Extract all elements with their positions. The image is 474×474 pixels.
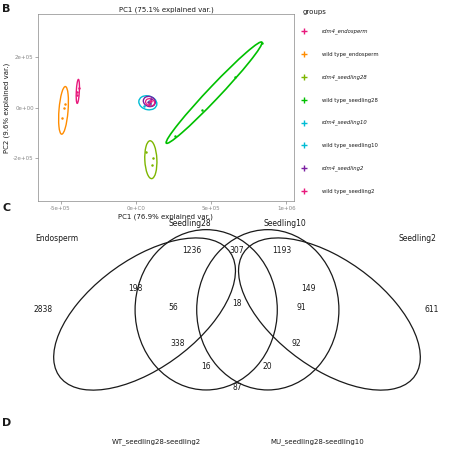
Text: Seedling10: Seedling10 [263, 219, 306, 228]
Text: D: D [2, 418, 12, 428]
Text: Seedling2: Seedling2 [398, 234, 436, 243]
Text: 611: 611 [424, 305, 438, 314]
Text: 20: 20 [263, 362, 273, 371]
Text: Seedling28: Seedling28 [168, 219, 211, 228]
Text: rdm4_endosperm: rdm4_endosperm [322, 28, 368, 34]
Text: 198: 198 [128, 284, 142, 293]
Text: C: C [2, 203, 10, 213]
X-axis label: PC1 (76.9% explained var.): PC1 (76.9% explained var.) [118, 213, 213, 220]
Text: 1236: 1236 [182, 246, 201, 255]
Text: WT_seedling28-seedling2: WT_seedling28-seedling2 [112, 438, 201, 445]
Text: wild type_endosperm: wild type_endosperm [322, 51, 379, 57]
Text: rdm4_seedling28: rdm4_seedling28 [322, 74, 368, 80]
Text: wild type_seedling2: wild type_seedling2 [322, 189, 374, 194]
Text: 2838: 2838 [33, 305, 52, 314]
Text: MU_seedling28-seedling10: MU_seedling28-seedling10 [271, 438, 365, 445]
Title: PC1 (75.1% explained var.): PC1 (75.1% explained var.) [118, 7, 213, 13]
Text: 91: 91 [296, 303, 306, 312]
Text: rdm4_seedling10: rdm4_seedling10 [322, 120, 368, 126]
Y-axis label: PC2 (9.6% explained var.): PC2 (9.6% explained var.) [4, 63, 10, 153]
Text: Endosperm: Endosperm [36, 234, 78, 243]
Text: wild type_seedling10: wild type_seedling10 [322, 143, 378, 148]
Text: groups: groups [302, 9, 327, 15]
Text: 16: 16 [201, 362, 211, 371]
Text: 87: 87 [232, 383, 242, 392]
Text: wild type_seedling28: wild type_seedling28 [322, 97, 378, 102]
Text: 56: 56 [168, 303, 178, 312]
Text: B: B [2, 4, 11, 14]
Text: 338: 338 [171, 339, 185, 348]
Text: 1193: 1193 [273, 246, 292, 255]
Text: 149: 149 [301, 284, 315, 293]
Text: 307: 307 [230, 246, 244, 255]
Text: 18: 18 [232, 299, 242, 308]
Text: 92: 92 [292, 339, 301, 348]
Text: rdm4_seedling2: rdm4_seedling2 [322, 165, 365, 171]
